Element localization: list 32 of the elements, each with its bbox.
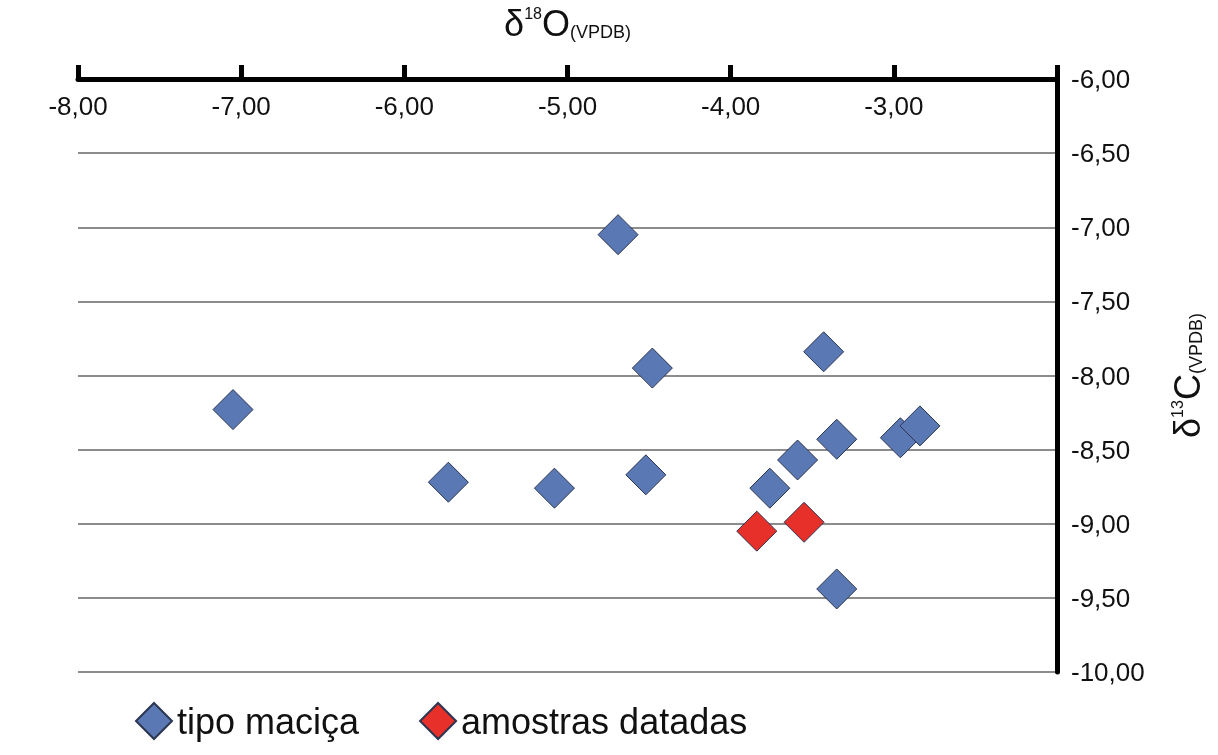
x-tick-label: -4,00 (701, 91, 761, 121)
x-tick-label: -5,00 (537, 91, 598, 121)
point (212, 389, 254, 431)
point (783, 501, 825, 543)
legend-label: amostras datadas (461, 700, 748, 742)
point (631, 347, 673, 389)
y-tick-label: -9,50 (1071, 582, 1131, 613)
y-tick-label: -10,00 (1071, 657, 1145, 687)
y-tick-label: -7,50 (1071, 286, 1131, 317)
point (736, 510, 778, 552)
y-axis-title: δ13C(VPDB) (1166, 313, 1208, 438)
y-tick-label: -8,50 (1071, 434, 1131, 465)
x-tick-label: -3,00 (864, 91, 924, 121)
x-tick-label: -6,00 (374, 91, 434, 121)
y-tick-label: -8,00 (1071, 360, 1131, 391)
point (597, 214, 639, 256)
point (899, 405, 941, 447)
point (803, 331, 845, 373)
point (427, 461, 469, 503)
y-tick-label: -7,00 (1071, 212, 1131, 243)
y-tick-label: -9,00 (1071, 508, 1131, 539)
point (749, 467, 791, 509)
point (533, 467, 575, 509)
point (777, 439, 819, 481)
point (816, 418, 858, 460)
y-tick-label: -6,00 (1071, 64, 1131, 94)
x-tick-label: -8,00 (48, 91, 108, 121)
legend-label: tipo maciça (177, 700, 361, 742)
point (816, 568, 858, 610)
point (625, 454, 667, 496)
x-tick-label: -7,00 (211, 91, 271, 121)
y-tick-label: -6,50 (1071, 138, 1131, 169)
